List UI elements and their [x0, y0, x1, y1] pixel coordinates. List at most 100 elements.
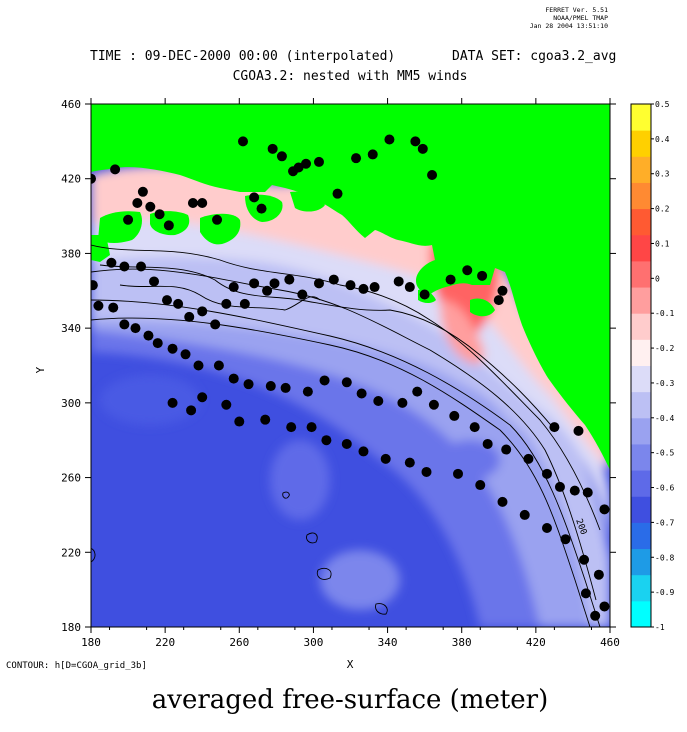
colorbar-label-10: -0.5: [655, 449, 674, 458]
station-marker-106: [497, 496, 508, 507]
station-marker-107: [519, 509, 530, 520]
colorbar-label-0: 0.5: [655, 100, 670, 109]
station-marker-59: [108, 302, 119, 313]
x-tick-label-6: 420: [526, 636, 546, 649]
station-marker-102: [404, 457, 415, 468]
station-marker-76: [373, 395, 384, 406]
station-marker-105: [475, 480, 486, 491]
colorbar-swatch-8: [631, 391, 651, 419]
station-marker-78: [412, 386, 423, 397]
station-marker-7: [163, 220, 174, 231]
station-marker-49: [393, 276, 404, 287]
colorbar-label-3: 0.2: [655, 205, 670, 214]
plot-subtitle: CGOA3.2: nested with MM5 winds: [233, 69, 468, 84]
colorbar: 0.5 0.4 0.3 0.2 0.1 0 -0.1 -0.2 -0.3 -0.4 -0.5 -0.6…: [630, 100, 674, 632]
colorbar-swatch-5: [631, 470, 651, 497]
contour-loop-4: [375, 603, 388, 615]
x-tick-label-5: 380: [452, 636, 472, 649]
plot-frame: [90, 103, 611, 628]
colorbar-label-6: -0.1: [655, 309, 674, 318]
station-marker-20: [332, 188, 343, 199]
station-marker-113: [599, 601, 610, 612]
station-marker-45: [328, 274, 339, 285]
figure-caption: averaged free-surface (meter): [152, 685, 549, 715]
station-marker-19: [313, 156, 324, 167]
station-marker-39: [249, 278, 260, 289]
station-marker-42: [284, 274, 295, 285]
station-marker-116: [573, 425, 584, 436]
land-inlet-east: [470, 298, 495, 317]
station-marker-60: [119, 319, 130, 330]
station-marker-77: [397, 397, 408, 408]
contour-loop-2: [306, 532, 318, 544]
station-marker-13: [256, 203, 267, 214]
station-marker-98: [321, 435, 332, 446]
station-marker-23: [384, 134, 395, 145]
colorbar-label-8: -0.3: [655, 379, 674, 388]
station-marker-12: [249, 192, 260, 203]
x-axis: 180 220 260 300 340 380 420 460: [81, 98, 620, 649]
station-marker-35: [210, 319, 221, 330]
heatmap-field: 200: [91, 104, 610, 627]
y-tick-label-5: 380: [61, 247, 81, 260]
station-marker-24: [410, 136, 421, 147]
station-marker-115: [549, 422, 560, 433]
station-marker-94: [234, 416, 245, 427]
station-marker-110: [579, 554, 590, 565]
station-marker-10: [212, 214, 223, 225]
station-marker-108: [541, 523, 552, 534]
dataset-label: DATA SET: cgoa3.2_avg: [452, 49, 616, 64]
station-marker-70: [265, 381, 276, 392]
station-marker-87: [569, 485, 580, 496]
y-tick-label-6: 420: [61, 173, 81, 186]
coast-red-patch: [440, 300, 485, 364]
ocean-patch-1: [320, 550, 400, 610]
station-marker-37: [228, 282, 239, 293]
ferret-version-line-1: FERRET Ver. 5.51: [545, 6, 608, 14]
y-axis: 180 220 260 300 340 380 420 460: [61, 98, 616, 634]
contour-note: CONTOUR: h[D=CGOA_grid_3b]: [6, 661, 147, 671]
station-marker-68: [228, 373, 239, 384]
station-marker-3: [132, 197, 143, 208]
ferret-version-line-3: Jan 28 2004 13:51:10: [530, 22, 608, 30]
colorbar-label-7: -0.2: [655, 344, 674, 353]
station-marker-111: [593, 569, 604, 580]
station-marker-93: [221, 399, 232, 410]
colorbar-label-15: -1: [655, 623, 665, 632]
station-marker-57: [91, 280, 98, 291]
station-marker-48: [369, 282, 380, 293]
station-marker-61: [130, 323, 141, 334]
station-marker-50: [404, 282, 415, 293]
colorbar-swatch-18: [631, 130, 651, 157]
station-marker-33: [184, 311, 195, 322]
colorbar-swatch-12: [631, 287, 651, 314]
colorbar-frame: [630, 103, 652, 628]
ferret-version-line-2: NOAA/PMEL TMAP: [553, 14, 608, 22]
x-tick-label-0: 180: [81, 636, 101, 649]
station-marker-97: [306, 422, 317, 433]
station-marker-31: [161, 295, 172, 306]
ocean-light-band: [91, 307, 590, 627]
station-marker-9: [197, 197, 208, 208]
colorbar-swatch-1: [631, 574, 651, 602]
station-marker-26: [427, 169, 438, 180]
station-marker-84: [523, 453, 534, 464]
x-tick-label-1: 220: [155, 636, 175, 649]
station-marker-64: [167, 343, 178, 354]
station-markers: [91, 134, 610, 621]
station-marker-100: [358, 446, 369, 457]
station-marker-66: [193, 360, 204, 371]
x-tick-label-4: 340: [378, 636, 398, 649]
colorbar-label-1: 0.4: [655, 135, 670, 144]
land-island-4: [290, 191, 325, 212]
station-marker-51: [419, 289, 430, 300]
station-marker-86: [554, 481, 565, 492]
station-marker-17: [293, 162, 304, 173]
station-marker-41: [269, 278, 280, 289]
station-marker-82: [482, 438, 493, 449]
station-marker-54: [477, 270, 488, 281]
station-marker-5: [145, 201, 156, 212]
station-marker-11: [237, 136, 248, 147]
station-marker-114: [590, 610, 601, 621]
land-island-2: [200, 213, 241, 245]
